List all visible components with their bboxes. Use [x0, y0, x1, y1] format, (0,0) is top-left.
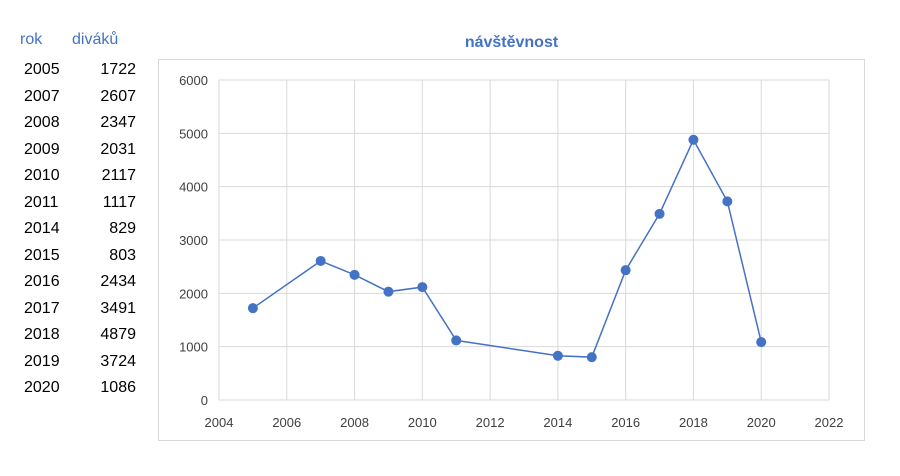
table-row: 2019 3724: [14, 353, 144, 379]
table-cell-value: 2434: [100, 273, 136, 290]
series-line: [252, 138, 762, 358]
table-cell-year: 2005: [24, 61, 60, 78]
data-point: [688, 134, 699, 145]
table-header-year: rok: [20, 31, 43, 48]
y-tick-label: 2000: [179, 286, 208, 301]
data-point: [586, 352, 597, 363]
table-cell-value: 803: [109, 246, 136, 264]
table-cell-year: 2020: [24, 379, 60, 396]
data-point: [247, 303, 258, 314]
table-row: 2008 2347: [14, 114, 144, 140]
data-point: [654, 208, 665, 219]
table-cell-value: 3491: [100, 299, 136, 317]
x-tick-label: 2020: [747, 415, 776, 430]
y-tick-label: 6000: [179, 73, 208, 88]
y-tick-label: 5000: [179, 126, 208, 141]
table-cell-value: 3724: [100, 352, 136, 370]
table-header-value: diváků: [72, 31, 119, 48]
table-cell-year: 2007: [24, 87, 60, 105]
table-cell-year: 2008: [24, 114, 60, 131]
table-row: 2018 4879: [14, 326, 144, 352]
x-tick-label: 2014: [543, 415, 572, 430]
table-cell-year: 2015: [24, 246, 60, 264]
x-tick-label: 2006: [272, 415, 301, 430]
table-cell-value: 1722: [100, 61, 136, 78]
table-cell-value: 2347: [100, 114, 136, 131]
table-cell-value: 2117: [101, 167, 136, 184]
x-tick-label: 2010: [408, 415, 437, 430]
chart-area: [158, 59, 865, 441]
y-tick-label: 3000: [179, 233, 208, 248]
table-cell-value: 1117: [102, 193, 136, 211]
data-point: [349, 269, 360, 280]
table-row: 2011 1117: [14, 194, 144, 220]
y-tick-label: 4000: [179, 180, 208, 195]
data-point: [756, 337, 767, 348]
table-row: 2017 3491: [14, 300, 144, 326]
data-point: [722, 196, 733, 207]
table-cell-value: 829: [109, 220, 136, 237]
table-row: 2016 2434: [14, 273, 144, 299]
table-cell-value: 2031: [100, 140, 136, 158]
x-tick-label: 2012: [476, 415, 505, 430]
chart-title: návštěvnost: [464, 34, 559, 51]
table-cell-year: 2014: [24, 220, 60, 237]
table-cell-year: 2017: [24, 299, 60, 317]
table-cell-year: 2019: [24, 352, 60, 370]
table-row: 2014 829: [14, 220, 144, 246]
table-row: 2010 2117: [14, 167, 144, 193]
table-cell-year: 2011: [24, 193, 59, 211]
x-tick-label: 2004: [205, 415, 234, 430]
table-row: 2007 2607: [14, 88, 144, 114]
table-row: 2020 1086: [14, 379, 144, 405]
table-cell-year: 2018: [24, 326, 60, 343]
x-tick-label: 2008: [340, 415, 369, 430]
table-row: 2009 2031: [14, 141, 144, 167]
y-tick-label: 0: [201, 393, 208, 408]
table-cell-year: 2016: [24, 273, 60, 290]
y-tick-label: 1000: [179, 340, 208, 355]
data-point: [552, 350, 563, 361]
table-row: 2015 803: [14, 247, 144, 273]
x-tick-label: 2016: [611, 415, 640, 430]
table-cell-value: 4879: [100, 326, 136, 343]
data-point: [383, 286, 394, 297]
table-cell-year: 2009: [24, 140, 60, 158]
data-point: [417, 282, 428, 293]
table-cell-value: 1086: [100, 379, 136, 396]
x-tick-label: 2022: [815, 415, 844, 430]
table-row: 2005 1722: [14, 61, 144, 87]
data-point: [451, 335, 462, 346]
data-point: [620, 265, 631, 276]
table-cell-value: 2607: [100, 87, 136, 105]
data-point: [315, 255, 326, 266]
table-cell-year: 2010: [24, 167, 60, 184]
x-tick-label: 2018: [679, 415, 708, 430]
